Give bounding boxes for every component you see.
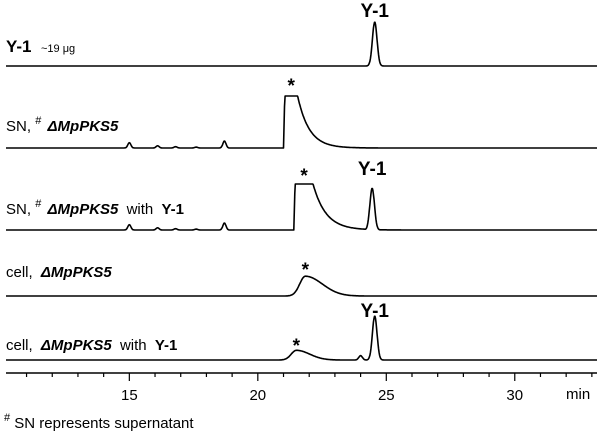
trace-label-3-prefix: SN, — [6, 201, 31, 218]
trace-label-4-prefix: cell, — [6, 264, 33, 281]
trace-label-2: SN, # ΔMpPKS5 — [6, 111, 119, 135]
trace-label-1: Y-1 ~19 μg — [6, 37, 75, 56]
x-tick-label: 20 — [249, 387, 266, 404]
peak-label-y1-trace-1: Y-1 — [360, 1, 389, 22]
trace-label-1-compound: Y-1 — [6, 37, 32, 56]
trace-label-5: cell, ΔMpPKS5 with Y-1 — [6, 337, 177, 354]
trace-label-4-strain: ΔMpPKS5 — [40, 264, 113, 281]
trace-group-3: SN, # ΔMpPKS5 with Y-1 — [5, 183, 598, 231]
trace-group-4: cell, ΔMpPKS5 — [5, 264, 598, 297]
trace-label-3-strain: ΔMpPKS5 — [46, 201, 119, 218]
trace-label-4: cell, ΔMpPKS5 — [6, 264, 112, 281]
x-tick-label: 15 — [121, 387, 138, 404]
peak-star-trace-4: * — [302, 260, 310, 281]
x-tick-label: 30 — [506, 387, 523, 404]
trace-group-5: cell, ΔMpPKS5 with Y-1 — [5, 315, 598, 361]
peak-star-trace-3: * — [300, 166, 308, 187]
trace-label-2-prefix: SN, — [6, 118, 31, 135]
trace-line-4 — [5, 275, 598, 297]
trace-label-5-added: Y-1 — [155, 337, 178, 354]
footnote: # SN represents supernatant — [4, 408, 194, 432]
peak-label-y1-trace-5: Y-1 — [360, 301, 389, 322]
trace-group-1: Y-1 ~19 μg — [5, 21, 598, 67]
trace-label-3: SN, # ΔMpPKS5 with Y-1 — [6, 194, 184, 218]
trace-label-2-strain: ΔMpPKS5 — [46, 118, 119, 135]
footnote-text: SN represents supernatant — [14, 415, 194, 432]
trace-label-2-mark: # — [35, 115, 42, 127]
x-axis: 15 20 25 30 — [6, 372, 597, 404]
x-tick-label: 25 — [378, 387, 395, 404]
trace-label-1-amount: ~19 μg — [41, 43, 75, 55]
trace-label-5-with: with — [119, 337, 147, 354]
footnote-mark: # — [4, 412, 11, 424]
trace-line-5 — [5, 315, 598, 361]
trace-label-3-added: Y-1 — [161, 201, 184, 218]
x-axis-unit-label: min — [566, 386, 590, 403]
trace-label-3-mark: # — [35, 198, 42, 210]
trace-label-5-strain: ΔMpPKS5 — [40, 337, 113, 354]
trace-label-5-prefix: cell, — [6, 337, 33, 354]
trace-label-3-with: with — [126, 201, 154, 218]
peak-star-trace-2: * — [288, 76, 296, 97]
trace-line-3 — [5, 183, 598, 231]
trace-line-1 — [5, 21, 598, 67]
peak-label-layer: Y-1 * * Y-1 * * Y-1 — [288, 1, 390, 357]
trace-group-2: SN, # ΔMpPKS5 — [5, 95, 598, 149]
trace-line-2 — [5, 95, 598, 149]
peak-star-trace-5: * — [293, 336, 301, 357]
peak-label-y1-trace-3: Y-1 — [358, 159, 387, 180]
